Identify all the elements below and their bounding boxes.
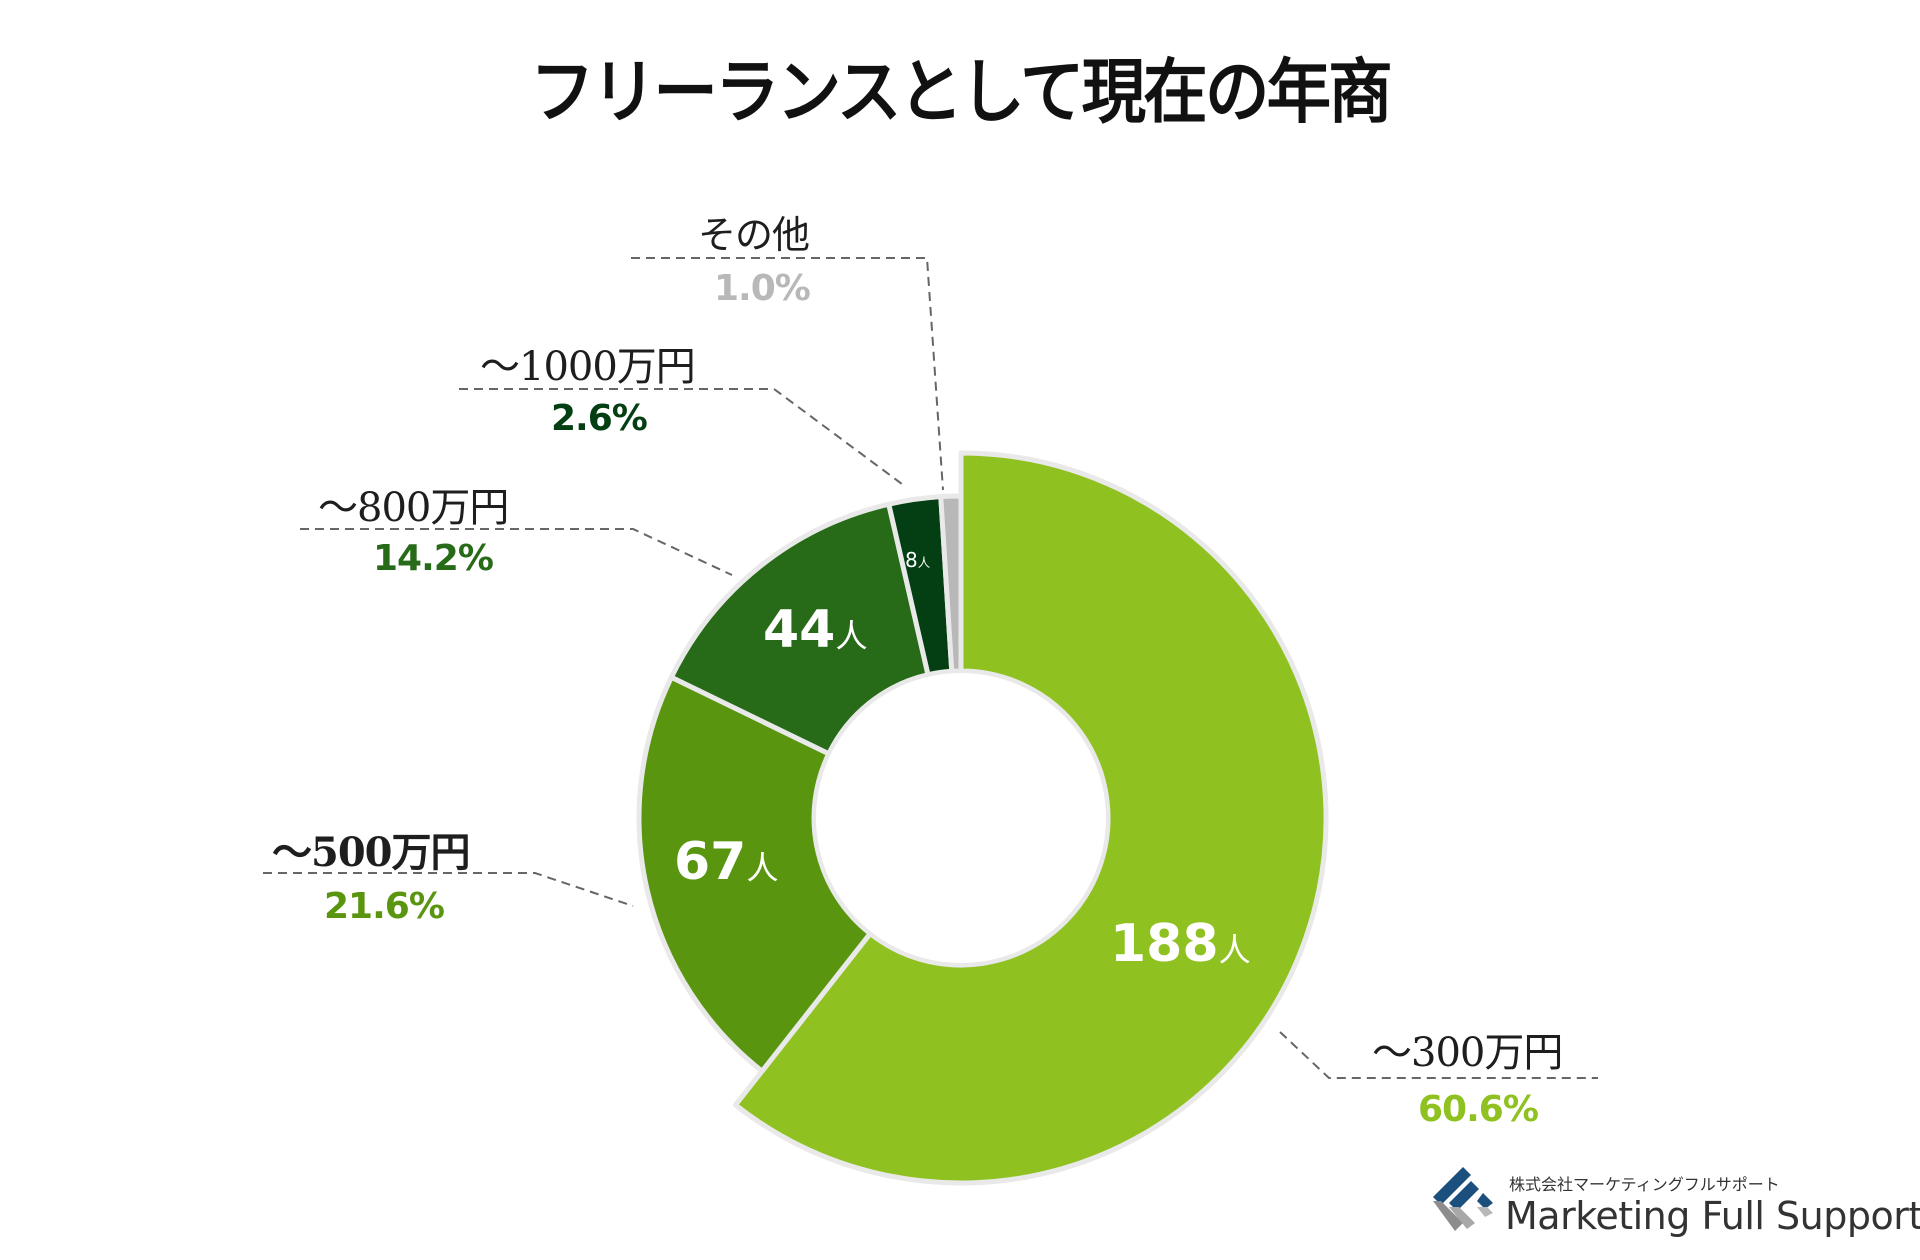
pct-other: 1.0% bbox=[714, 268, 811, 309]
donut-slices bbox=[636, 450, 1329, 1186]
leader-line-500 bbox=[263, 872, 634, 907]
donut-slice-0 bbox=[732, 450, 1329, 1186]
pct-500: 21.6% bbox=[324, 886, 445, 927]
company-name-en: Marketing Full Support bbox=[1505, 1194, 1920, 1238]
label-500: ～500万円 bbox=[272, 829, 470, 876]
label-800: ～800万円 bbox=[318, 485, 509, 531]
count-500: 67人 bbox=[674, 832, 779, 892]
pct-800: 14.2% bbox=[373, 538, 494, 579]
company-logo-icon bbox=[1433, 1167, 1493, 1231]
donut-slice-1 bbox=[636, 674, 873, 1074]
label-other: その他 bbox=[698, 213, 810, 257]
count-800: 44人 bbox=[763, 600, 868, 660]
leader-line-other bbox=[631, 257, 944, 491]
label-1000: ～1000万円 bbox=[480, 344, 696, 390]
pct-300: 60.6% bbox=[1418, 1089, 1539, 1130]
leader-line-1000 bbox=[459, 388, 907, 488]
donut-slice-4 bbox=[938, 493, 964, 674]
leader-line-800 bbox=[300, 528, 733, 576]
count-300: 188人 bbox=[1110, 914, 1251, 974]
company-name-jp: 株式会社マーケティングフルサポート bbox=[1509, 1175, 1780, 1194]
label-300: ～300万円 bbox=[1372, 1030, 1563, 1076]
leader-lines bbox=[263, 257, 1598, 1079]
donut-hole bbox=[816, 673, 1106, 963]
donut-slice-2 bbox=[668, 501, 931, 757]
pct-1000: 2.6% bbox=[551, 398, 648, 439]
leader-line-300 bbox=[1279, 1031, 1598, 1079]
count-1000: 8人 bbox=[905, 548, 931, 572]
chart-title: フリーランスとして現在の年商 bbox=[530, 51, 1393, 133]
